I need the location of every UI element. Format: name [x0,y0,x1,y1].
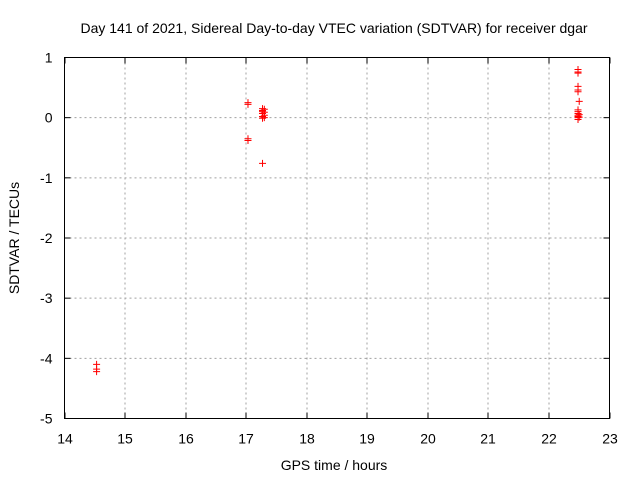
grid [64,57,610,419]
data-point [574,88,582,96]
y-axis-label: SDTVAR / TECUs [6,182,22,294]
data-point [259,159,267,167]
data-point [93,368,101,376]
data-point [244,100,252,108]
x-tick-label: 23 [602,431,618,447]
y-tick-label: 0 [45,110,53,126]
y-tick-label: -4 [40,350,53,366]
data-point [244,137,252,145]
x-tick-label: 19 [359,431,375,447]
x-tick-label: 17 [238,431,254,447]
x-tick-label: 20 [420,431,436,447]
y-tick-label: -3 [40,290,53,306]
chart-title: Day 141 of 2021, Sidereal Day-to-day VTE… [80,20,587,36]
data-point [575,97,583,105]
y-tick-labels: -5 -4 -3 -2 -1 0 1 [40,50,53,427]
y-tick-label: -5 [40,411,53,427]
x-tick-label: 14 [57,431,73,447]
x-tick-label: 15 [117,431,133,447]
x-tick-label: 21 [480,431,496,447]
data-points [93,66,583,376]
data-point [260,114,268,122]
x-axis-label: GPS time / hours [281,457,388,473]
x-tick-labels: 14 15 16 17 18 19 20 21 22 23 [57,431,618,447]
data-point [259,114,267,122]
data-point [574,69,582,77]
axis-ticks [64,57,611,419]
data-point [575,113,583,121]
y-tick-label: -2 [40,230,53,246]
x-tick-label: 18 [299,431,315,447]
y-tick-label: -1 [40,170,53,186]
y-tick-label: 1 [45,50,53,66]
x-tick-label: 16 [178,431,194,447]
x-tick-label: 22 [541,431,557,447]
